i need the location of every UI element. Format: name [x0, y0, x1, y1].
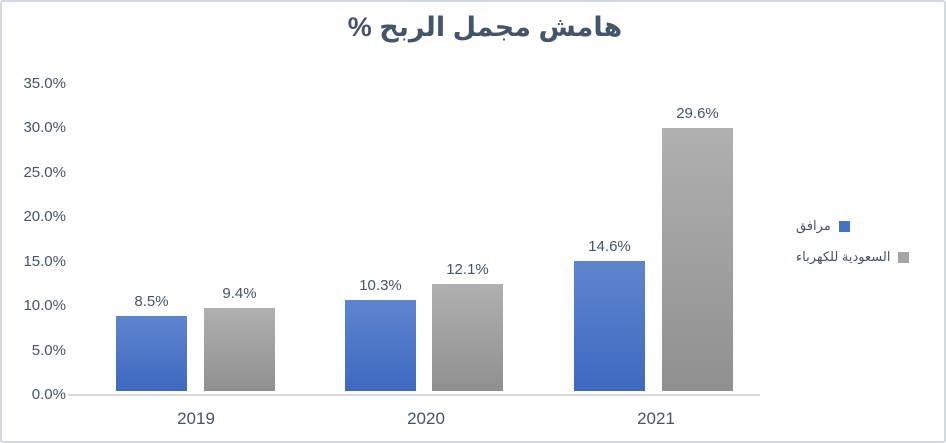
bar-group: 29.6%	[662, 105, 733, 391]
y-tick-label: 35.0%	[23, 75, 66, 92]
bar-marafiq-2020[interactable]	[345, 299, 416, 391]
x-axis-line	[68, 394, 760, 396]
y-tick-label: 30.0%	[23, 119, 66, 136]
bar-group: 14.6%	[574, 238, 645, 391]
y-tick-label: 0.0%	[31, 386, 66, 403]
y-tick-label: 20.0%	[23, 208, 66, 225]
chart-title[interactable]: هامش مجمل الربح %	[347, 12, 623, 42]
y-tick-label: 5.0%	[31, 342, 66, 359]
bar-group: 12.1%	[432, 260, 503, 391]
legend-swatch-gray-icon	[898, 251, 910, 263]
legend: مرافق السعودية للكهرباء	[796, 218, 910, 265]
y-tick-label: 25.0%	[23, 164, 66, 181]
data-label: 9.4%	[222, 284, 257, 302]
legend-swatch-blue-icon	[838, 220, 850, 232]
category-label-2019: 2019	[177, 409, 215, 428]
bar-group: 10.3%	[345, 276, 416, 391]
category-label-2021: 2021	[637, 409, 675, 428]
bar-group: 9.4%	[204, 284, 275, 391]
bar-sec-2020[interactable]	[432, 283, 503, 391]
data-label: 14.6%	[588, 238, 631, 256]
legend-label: السعودية للكهرباء	[796, 249, 891, 264]
legend-item-saudi-electricity[interactable]: السعودية للكهرباء	[796, 249, 910, 265]
data-label: 10.3%	[359, 276, 402, 294]
y-tick-label: 15.0%	[23, 253, 66, 270]
bar-marafiq-2019[interactable]	[116, 315, 187, 391]
data-label: 12.1%	[446, 260, 489, 278]
data-label: 8.5%	[134, 292, 169, 310]
bar-group: 8.5%	[116, 292, 187, 391]
legend-label: مرافق	[796, 218, 831, 233]
bar-sec-2021[interactable]	[662, 128, 733, 391]
legend-item-marafiq[interactable]: مرافق	[796, 218, 909, 234]
category-label-2020: 2020	[407, 409, 445, 428]
y-tick-label: 10.0%	[23, 297, 66, 314]
bar-marafiq-2021[interactable]	[574, 261, 645, 391]
bar-sec-2019[interactable]	[204, 307, 275, 391]
data-label: 29.6%	[676, 105, 719, 122]
